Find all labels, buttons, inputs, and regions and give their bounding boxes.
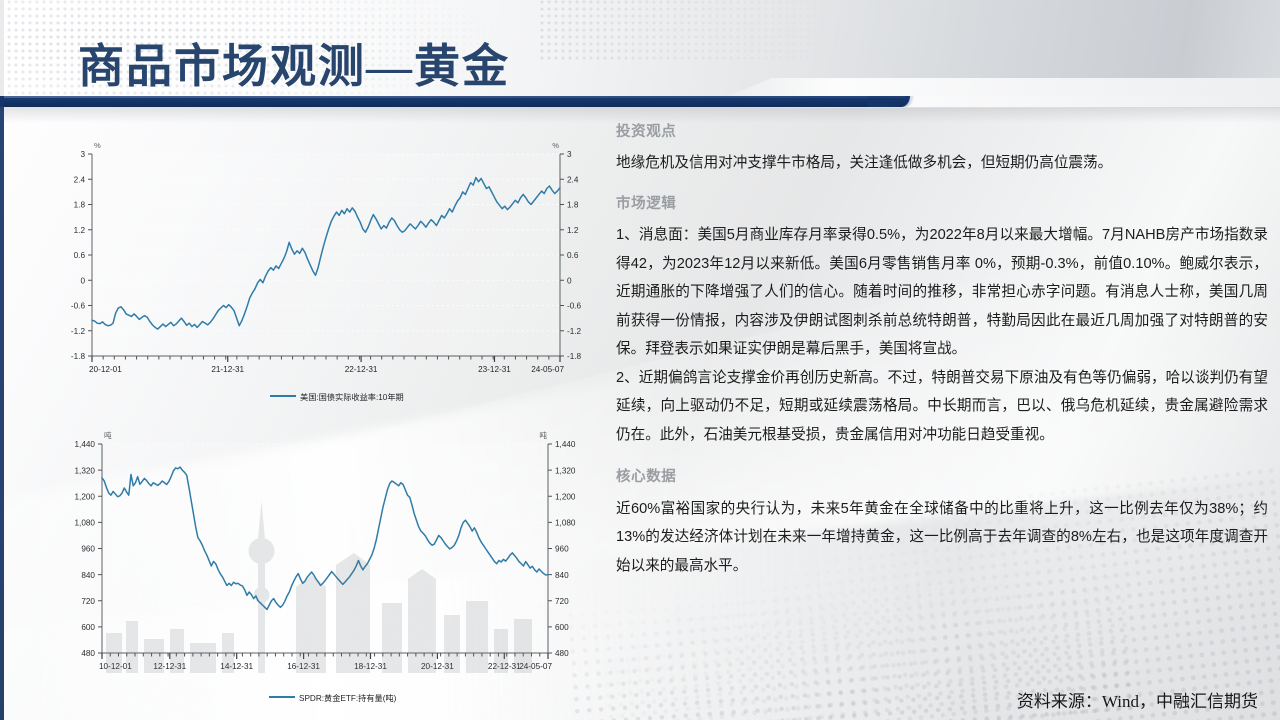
svg-text:960: 960 <box>81 545 95 554</box>
svg-text:0: 0 <box>567 276 572 285</box>
svg-text:24-05-07: 24-05-07 <box>531 365 564 374</box>
header-accent-bar-taper <box>868 96 914 107</box>
svg-text:3: 3 <box>80 150 85 159</box>
svg-text:1.8: 1.8 <box>567 201 579 210</box>
chart-us-real-yield-10y: 3 3 2.4 2.4 1.8 1.8 1.2 1.2 0.6 0.6 0 0 -0.6 -0.6 -1.2… <box>60 128 590 418</box>
chart-canvas-spdr-holdings: 1,440 1,440 1,320 1,320 1,200 1,200 1,080 1,080… <box>75 430 576 703</box>
svg-text:720: 720 <box>81 597 95 606</box>
svg-text:12-12-31: 12-12-31 <box>153 662 186 671</box>
svg-text:0.6: 0.6 <box>74 251 86 260</box>
svg-text:20-12-31: 20-12-31 <box>421 662 454 671</box>
header-dot-map-texture <box>0 0 560 96</box>
svg-text:600: 600 <box>555 623 569 632</box>
text-column: 投资观点 地缘危机及信用对冲支撑牛市格局，关注逢低做多机会，但短期仍高位震荡。 … <box>616 124 1268 684</box>
svg-text:1.2: 1.2 <box>567 226 579 235</box>
svg-text:840: 840 <box>555 571 569 580</box>
paragraph-investment-view: 地缘危机及信用对冲支撑牛市格局，关注逢低做多机会，但短期仍高位震荡。 <box>616 155 1113 172</box>
svg-text:3: 3 <box>567 150 572 159</box>
svg-text:480: 480 <box>81 649 95 658</box>
svg-text:1,320: 1,320 <box>75 466 96 475</box>
svg-text:1,320: 1,320 <box>555 466 576 475</box>
section-heading-core-data: 核心数据 <box>616 469 677 486</box>
svg-text:22-12-31: 22-12-31 <box>345 365 378 374</box>
svg-text:-1.8: -1.8 <box>567 352 582 361</box>
svg-text:16-12-31: 16-12-31 <box>287 662 320 671</box>
svg-text:吨: 吨 <box>539 430 547 440</box>
source-note: 资料来源：Wind，中融汇信期货 <box>1016 692 1258 711</box>
slide-header: 商品市场观测—黄金 <box>0 0 1280 96</box>
svg-text:1,200: 1,200 <box>555 492 576 501</box>
section-core-data: 核心数据 近60%富裕国家的央行认为，未来5年黄金在全球储备中的比重将上升，这一… <box>616 469 1268 580</box>
svg-text:1,080: 1,080 <box>75 519 96 528</box>
chart-spdr-gold-etf: 1,440 1,440 1,320 1,320 1,200 1,200 1,080 1,080… <box>60 422 590 717</box>
svg-text:0.6: 0.6 <box>567 251 579 260</box>
svg-text:18-12-31: 18-12-31 <box>354 662 387 671</box>
left-edge-strip-mask <box>0 0 4 96</box>
page-title: 商品市场观测—黄金 <box>78 41 510 92</box>
svg-text:SPDR:黄金ETF:持有量(吨): SPDR:黄金ETF:持有量(吨) <box>299 693 397 703</box>
svg-text:2.4: 2.4 <box>567 175 579 184</box>
section-market-logic: 市场逻辑 1、消息面：美国5月商业库存月率录得0.5%，为2022年8月以来最大… <box>616 196 1268 449</box>
svg-text:-0.6: -0.6 <box>71 302 86 311</box>
header-dot-texture-right <box>540 0 960 60</box>
svg-text:21-12-31: 21-12-31 <box>211 365 244 374</box>
svg-text:22-12-31: 22-12-31 <box>488 662 521 671</box>
svg-text:2.4: 2.4 <box>74 175 86 184</box>
svg-text:1,440: 1,440 <box>555 440 576 449</box>
svg-text:0: 0 <box>80 276 85 285</box>
left-edge-accent-strip <box>0 0 4 720</box>
paragraph-market-logic-1: 1、消息面：美国5月商业库存月率录得0.5%，为2022年8月以来最大增幅。7月… <box>616 227 1268 358</box>
svg-text:-1.8: -1.8 <box>71 352 86 361</box>
svg-text:1.2: 1.2 <box>74 226 86 235</box>
header-accent-bar-highlight <box>0 96 905 98</box>
svg-text:480: 480 <box>555 649 569 658</box>
svg-text:600: 600 <box>81 623 95 632</box>
svg-text:14-12-31: 14-12-31 <box>220 662 253 671</box>
header-drop-shadow <box>0 107 1280 123</box>
section-heading-investment-view: 投资观点 <box>616 124 677 140</box>
svg-text:-0.6: -0.6 <box>567 302 582 311</box>
svg-text:720: 720 <box>555 597 569 606</box>
header-accent-bar <box>0 96 910 107</box>
svg-text:20-12-01: 20-12-01 <box>89 365 122 374</box>
chart-canvas-real-yield: 3 3 2.4 2.4 1.8 1.8 1.2 1.2 0.6 0.6 0 0 -0.6 -0.6 -1.2… <box>71 141 582 402</box>
svg-text:23-12-31: 23-12-31 <box>478 365 511 374</box>
svg-text:960: 960 <box>555 545 569 554</box>
svg-text:-1.2: -1.2 <box>71 327 86 336</box>
svg-text:%: % <box>552 141 559 150</box>
svg-text:1.8: 1.8 <box>74 201 86 210</box>
svg-text:%: % <box>94 141 101 150</box>
section-heading-market-logic: 市场逻辑 <box>616 195 677 212</box>
svg-text:1,200: 1,200 <box>75 492 96 501</box>
section-investment-view: 投资观点 地缘危机及信用对冲支撑牛市格局，关注逢低做多机会，但短期仍高位震荡。 <box>616 124 1268 178</box>
paragraph-core-data: 近60%富裕国家的央行认为，未来5年黄金在全球储备中的比重将上升，这一比例去年仅… <box>616 500 1268 574</box>
paragraph-market-logic-2: 2、近期偏鸽言论支撑金价再创历史新高。不过，特朗普交易下原油及有色等仍偏弱，哈以… <box>616 369 1268 443</box>
svg-text:24-05-07: 24-05-07 <box>519 662 552 671</box>
svg-text:美国:国债实际收益率:10年期: 美国:国债实际收益率:10年期 <box>300 392 404 402</box>
svg-text:840: 840 <box>81 571 95 580</box>
charts-column: 3 3 2.4 2.4 1.8 1.8 1.2 1.2 0.6 0.6 0 0 -0.6 -0.6 -1.2… <box>60 128 590 708</box>
svg-text:-1.2: -1.2 <box>567 327 582 336</box>
svg-text:1,080: 1,080 <box>555 519 576 528</box>
svg-text:10-12-01: 10-12-01 <box>99 662 132 671</box>
svg-text:1,440: 1,440 <box>75 440 96 449</box>
svg-text:吨: 吨 <box>104 430 112 440</box>
